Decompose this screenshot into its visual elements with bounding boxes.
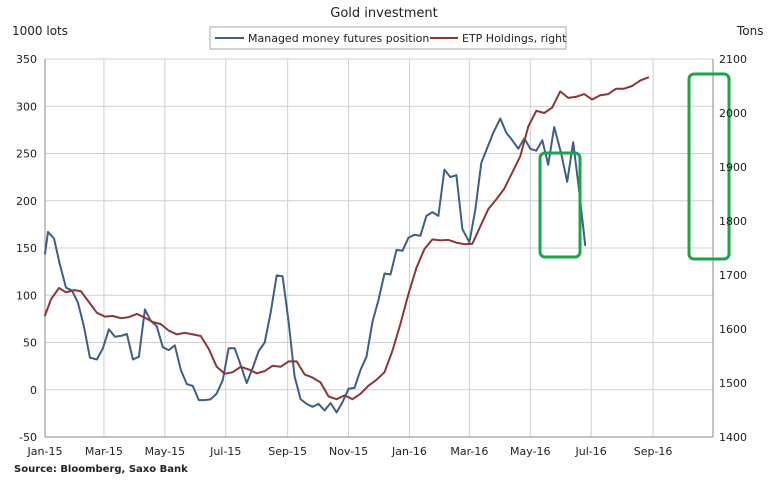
legend: Managed money futures position ETP Holdi… xyxy=(209,26,567,50)
x-tick-label: May-16 xyxy=(510,445,551,458)
y2-tick-label: 1700 xyxy=(719,269,747,282)
y-tick-label: 50 xyxy=(23,337,37,350)
etp-holdings-line xyxy=(44,76,650,401)
x-tick-label: Nov-15 xyxy=(329,445,368,458)
chart-title: Gold investment xyxy=(330,6,437,21)
x-tick-label: Sep-15 xyxy=(268,445,307,458)
series-lines xyxy=(44,76,650,414)
y-tick-label: 200 xyxy=(16,195,37,208)
legend-label-managed-money: Managed money futures position xyxy=(248,32,429,45)
y2-tick-label: 1800 xyxy=(719,215,747,228)
y-tick-label: 300 xyxy=(16,100,37,113)
highlight-box-sep-16 xyxy=(687,72,731,261)
x-tick-label: Sep-16 xyxy=(634,445,673,458)
left-axis-label: 1000 lots xyxy=(12,24,68,38)
y2-tick-label: 1500 xyxy=(719,377,747,390)
y2-tick-label: 2100 xyxy=(719,53,747,66)
y-tick-label: 0 xyxy=(30,384,37,397)
highlight-boxes xyxy=(538,72,731,261)
y-tick-label: 100 xyxy=(16,289,37,302)
x-tick-label: Jul-15 xyxy=(209,445,241,458)
x-tick-label: Jul-16 xyxy=(575,445,607,458)
y-tick-label: 250 xyxy=(16,148,37,161)
y2-tick-label: 1900 xyxy=(719,161,747,174)
managed-money-line xyxy=(44,117,587,414)
x-tick-label: Jan-15 xyxy=(27,445,63,458)
legend-label-etp-holdings: ETP Holdings, right xyxy=(462,32,567,45)
source-note: Source: Bloomberg, Saxo Bank xyxy=(14,464,188,475)
gridlines xyxy=(44,58,713,438)
highlight-box-may-16 xyxy=(538,151,582,259)
right-axis-label: Tons xyxy=(736,24,764,38)
y-tick-label: 350 xyxy=(16,53,37,66)
tick-labels: -50 0 50 100 150 200 250 300 350 1400 1500 1600 1700… xyxy=(16,53,747,458)
x-tick-label: Mar-15 xyxy=(85,445,123,458)
y2-tick-label: 1600 xyxy=(719,323,747,336)
x-tick-label: Jan-16 xyxy=(391,445,427,458)
y-tick-label: 150 xyxy=(16,242,37,255)
y2-tick-label: 2000 xyxy=(719,107,747,120)
x-tick-label: May-15 xyxy=(145,445,186,458)
legend-box xyxy=(209,26,567,50)
x-tick-label: Mar-16 xyxy=(450,445,488,458)
y2-tick-label: 1400 xyxy=(719,431,747,444)
y-tick-label: -50 xyxy=(19,431,37,444)
